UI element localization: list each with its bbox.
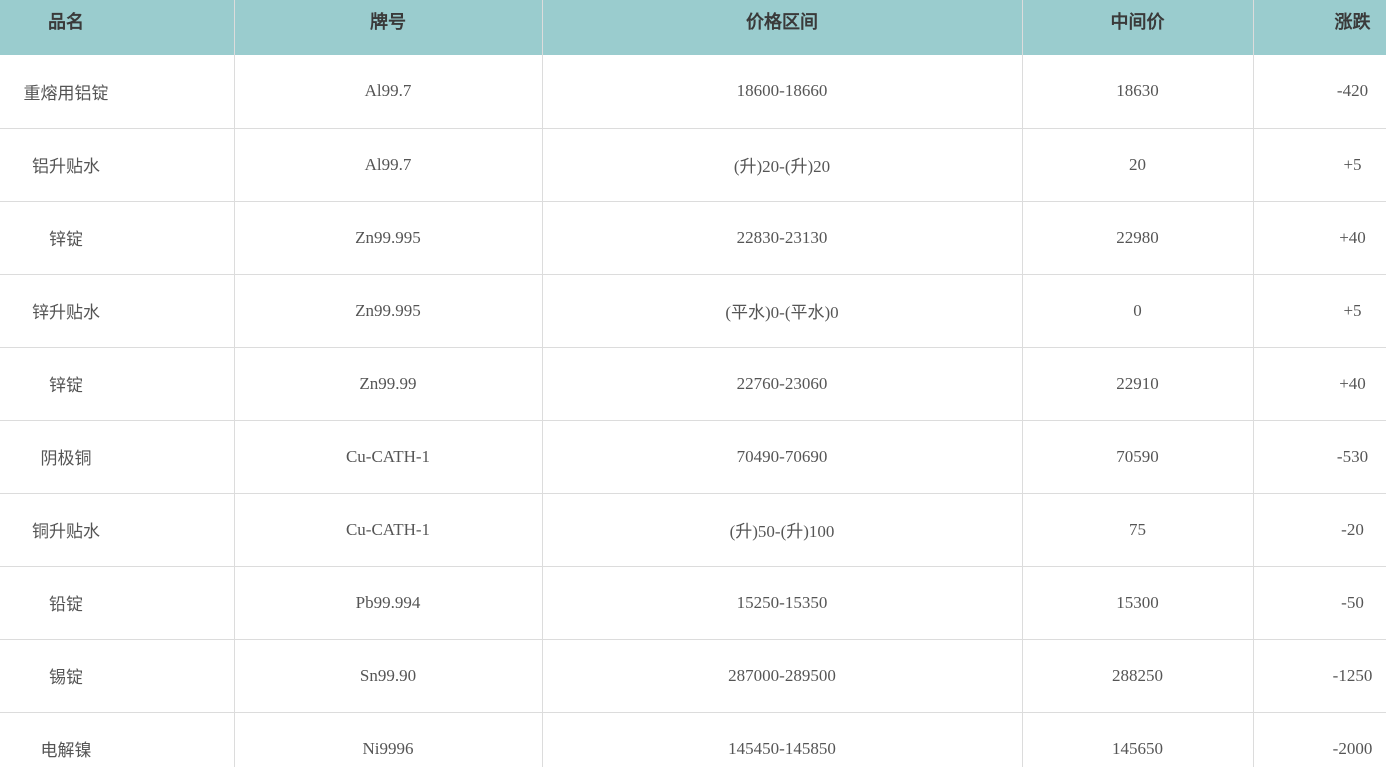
product-name: 铜升贴水: [32, 522, 100, 541]
product-name-cell: 铜升贴水: [0, 493, 235, 567]
grade-cell: Zn99.995: [234, 201, 543, 275]
product-name: 锌升贴水: [32, 303, 100, 322]
mid-price-cell: 288250: [1022, 639, 1254, 713]
table-row: 铜升贴水 Cu-CATH-1 (升)50-(升)100 75 -20: [0, 493, 1386, 567]
price-range-cell: (升)20-(升)20: [542, 128, 1023, 202]
change-cell: -2000: [1253, 712, 1386, 767]
product-name: 铝升贴水: [32, 157, 100, 176]
change-cell: +40: [1253, 201, 1386, 275]
table-row: 阴极铜 Cu-CATH-1 70490-70690 70590 -530: [0, 420, 1386, 494]
product-name: 铅锭: [49, 595, 83, 614]
table-header-row: 品名 牌号 价格区间 中间价 涨跌: [0, 0, 1386, 55]
table-row: 锡锭 Sn99.90 287000-289500 288250 -1250: [0, 639, 1386, 713]
product-name: 锌锭: [49, 376, 83, 395]
product-name: 电解镍: [40, 741, 92, 760]
product-name-cell: 锡锭: [0, 639, 235, 713]
product-name-cell: 锌升贴水: [0, 274, 235, 348]
change-cell: -420: [1253, 55, 1386, 129]
product-name: 重熔用铝锭: [23, 83, 109, 103]
grade-cell: Ni9996: [234, 712, 543, 767]
grade-cell: Pb99.994: [234, 566, 543, 640]
product-name-cell: 铅锭: [0, 566, 235, 640]
grade-cell: Cu-CATH-1: [234, 420, 543, 494]
change-cell: +5: [1253, 274, 1386, 348]
change-cell: -20: [1253, 493, 1386, 567]
table-row: 重熔用铝锭 Al99.7 18600-18660 18630 -420: [0, 55, 1386, 129]
grade-cell: Al99.7: [234, 55, 543, 129]
price-range-cell: 70490-70690: [542, 420, 1023, 494]
mid-price-cell: 70590: [1022, 420, 1254, 494]
change-cell: -50: [1253, 566, 1386, 640]
mid-price-cell: 22910: [1022, 347, 1254, 421]
product-name-cell: 重熔用铝锭: [0, 55, 235, 129]
mid-price-cell: 75: [1022, 493, 1254, 567]
mid-price-cell: 15300: [1022, 566, 1254, 640]
change-cell: +5: [1253, 128, 1386, 202]
product-name-cell: 锌锭: [0, 347, 235, 421]
product-name-cell: 阴极铜: [0, 420, 235, 494]
header-grade: 牌号: [234, 0, 543, 55]
price-range-cell: (平水)0-(平水)0: [542, 274, 1023, 348]
grade-cell: Zn99.99: [234, 347, 543, 421]
product-name: 阴极铜: [40, 449, 92, 468]
price-range-cell: 15250-15350: [542, 566, 1023, 640]
price-range-cell: 287000-289500: [542, 639, 1023, 713]
grade-cell: Cu-CATH-1: [234, 493, 543, 567]
product-name: 锌锭: [49, 230, 83, 249]
change-cell: -530: [1253, 420, 1386, 494]
price-range-cell: 145450-145850: [542, 712, 1023, 767]
grade-cell: Al99.7: [234, 128, 543, 202]
mid-price-cell: 18630: [1022, 55, 1254, 129]
table-row: 铅锭 Pb99.994 15250-15350 15300 -50: [0, 566, 1386, 640]
table-row: 铝升贴水 Al99.7 (升)20-(升)20 20 +5: [0, 128, 1386, 202]
grade-cell: Sn99.90: [234, 639, 543, 713]
header-change: 涨跌: [1253, 0, 1386, 55]
product-name-cell: 铝升贴水: [0, 128, 235, 202]
table-row: 电解镍 Ni9996 145450-145850 145650 -2000: [0, 712, 1386, 767]
product-name-cell: 锌锭: [0, 201, 235, 275]
mid-price-cell: 20: [1022, 128, 1254, 202]
product-name-cell: 电解镍: [0, 712, 235, 767]
mid-price-cell: 22980: [1022, 201, 1254, 275]
header-price-range: 价格区间: [542, 0, 1023, 55]
grade-cell: Zn99.995: [234, 274, 543, 348]
price-range-cell: (升)50-(升)100: [542, 493, 1023, 567]
change-cell: +40: [1253, 347, 1386, 421]
product-name: 锡锭: [49, 668, 83, 687]
mid-price-cell: 145650: [1022, 712, 1254, 767]
price-range-cell: 18600-18660: [542, 55, 1023, 129]
table-row: 锌锭 Zn99.99 22760-23060 22910 +40: [0, 347, 1386, 421]
header-product-name: 品名: [0, 0, 235, 55]
change-cell: -1250: [1253, 639, 1386, 713]
price-range-cell: 22760-23060: [542, 347, 1023, 421]
table-row: 锌升贴水 Zn99.995 (平水)0-(平水)0 0 +5: [0, 274, 1386, 348]
price-range-cell: 22830-23130: [542, 201, 1023, 275]
header-mid-price: 中间价: [1022, 0, 1254, 55]
table-row: 锌锭 Zn99.995 22830-23130 22980 +40: [0, 201, 1386, 275]
mid-price-cell: 0: [1022, 274, 1254, 348]
